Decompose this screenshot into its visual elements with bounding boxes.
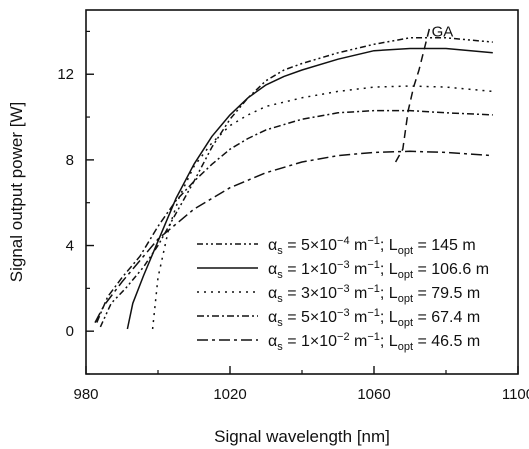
y-tick-label: 12 [57, 66, 74, 83]
y-tick-label: 4 [66, 238, 74, 255]
y-axis-ticks: 0 4 8 12 [57, 30, 94, 375]
x-axis-label: Signal wavelength [nm] [214, 427, 390, 446]
series-line-2 [126, 47, 493, 330]
x-tick-label: 1060 [357, 386, 390, 403]
x-tick-label: 980 [73, 386, 98, 403]
y-tick-label: 0 [66, 323, 74, 340]
series-layer [94, 26, 493, 330]
legend-entry: αs = 5×10−4 m−1; Lopt = 145 m [268, 235, 476, 257]
legend: αs = 5×10−4 m−1; Lopt = 145 mαs = 1×10−3… [197, 235, 489, 353]
legend-entry: αs = 5×10−3 m−1; Lopt = 67.4 m [268, 307, 480, 329]
series-line-3 [151, 85, 493, 330]
series-line-4 [96, 109, 493, 323]
legend-entry: αs = 3×10−3 m−1; Lopt = 79.5 m [268, 283, 480, 305]
annotation-label: GA [432, 23, 454, 40]
x-tick-label: 1020 [213, 386, 246, 403]
series-line-5 [94, 150, 493, 323]
annotation-layer: GA [432, 23, 454, 40]
y-tick-label: 8 [66, 152, 74, 169]
legend-entry: αs = 1×10−2 m−1; Lopt = 46.5 m [268, 331, 480, 353]
series-line-6 [394, 26, 431, 163]
series-line-1 [99, 37, 493, 328]
y-axis-label: Signal output power [W] [7, 102, 26, 282]
legend-entry: αs = 1×10−3 m−1; Lopt = 106.6 m [268, 259, 489, 281]
